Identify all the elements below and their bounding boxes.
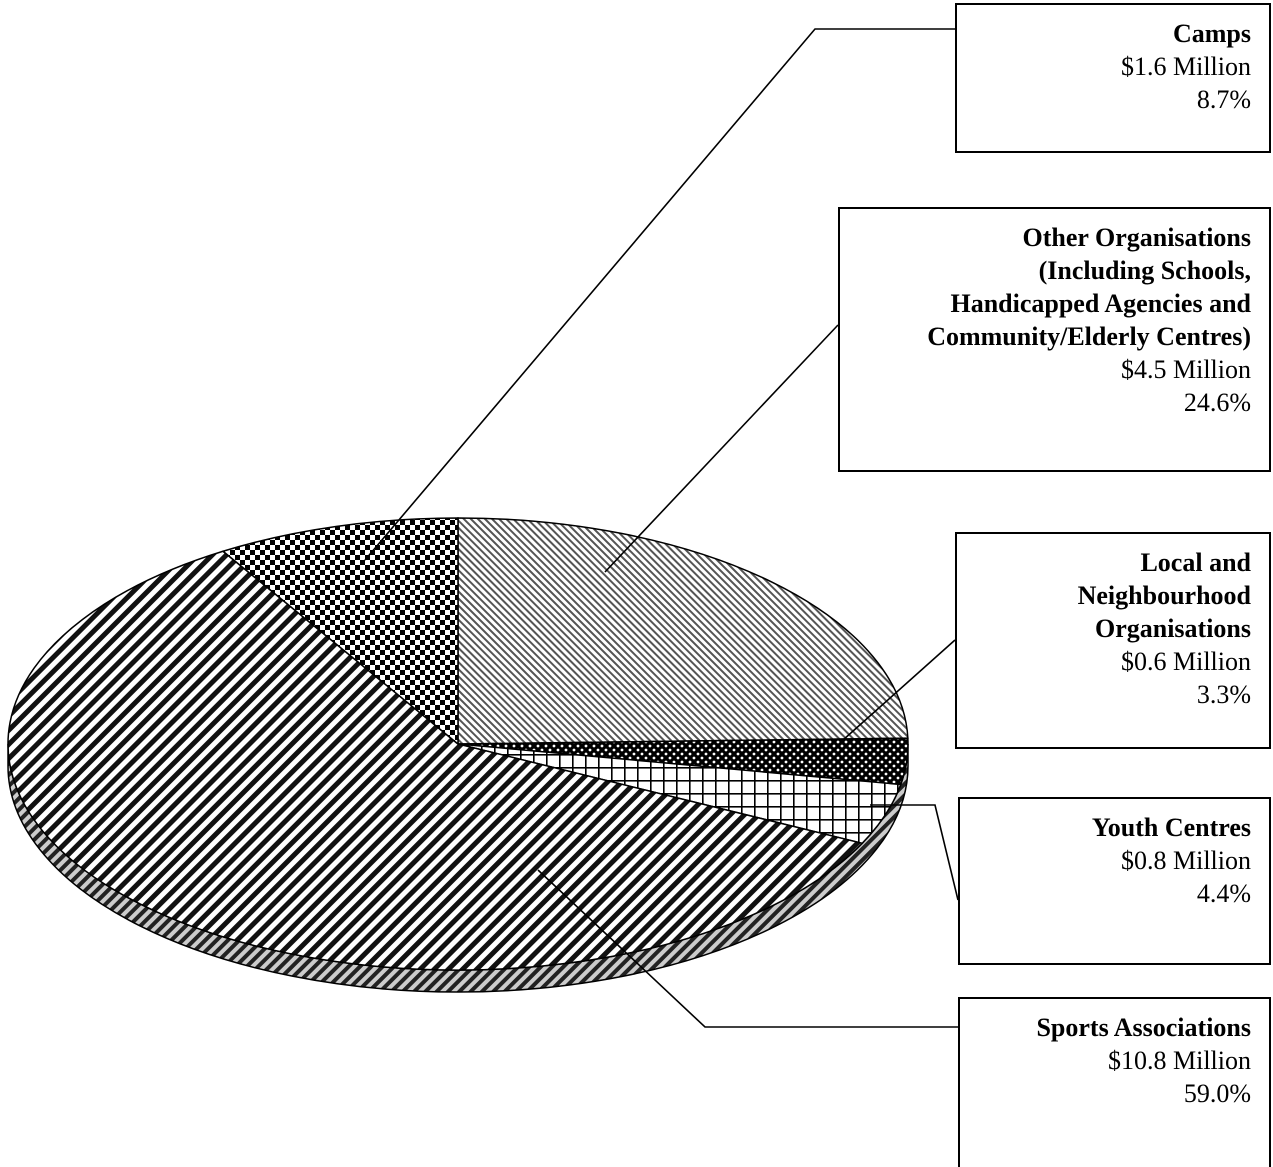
label-other-name-line-3: Handicapped Agencies and <box>950 289 1251 318</box>
label-other-amount: $4.5 Million <box>1120 355 1251 384</box>
label-local-amount: $0.6 Million <box>1120 647 1251 676</box>
leader-line-local <box>842 639 956 741</box>
label-camps-amount: $1.6 Million <box>1120 52 1251 81</box>
label-other-name-line-4: Community/Elderly Centres) <box>927 322 1251 351</box>
label-other-name-line-2: (Including Schools, <box>1038 256 1251 285</box>
leader-line-camps <box>364 28 955 561</box>
label-camps-percent: 8.7% <box>1196 85 1251 114</box>
label-local-name-line-2: Neighbourhood <box>1077 581 1251 610</box>
leader-line-sports <box>537 869 958 1028</box>
pie-slices <box>7 517 909 971</box>
label-youth-percent: 4.4% <box>1196 879 1251 908</box>
pie-slice-sports <box>7 550 864 971</box>
label-sports-associations: Sports Associations $10.8 Million 59.0% <box>958 997 1271 1167</box>
label-local-percent: 3.3% <box>1196 680 1251 709</box>
label-youth-centres: Youth Centres $0.8 Million 4.4% <box>958 797 1271 965</box>
label-other-name-line-1: Other Organisations <box>1022 223 1251 252</box>
label-youth-amount: $0.8 Million <box>1120 846 1251 875</box>
label-sports-name: Sports Associations <box>1036 1013 1251 1042</box>
leader-line-other <box>604 324 839 573</box>
pie-slice-other <box>457 517 909 745</box>
label-youth-name: Youth Centres <box>1091 813 1251 842</box>
label-local-name-line-1: Local and <box>1140 548 1251 577</box>
label-sports-percent: 59.0% <box>1183 1079 1251 1108</box>
label-camps: Camps $1.6 Million 8.7% <box>955 3 1271 153</box>
label-sports-amount: $10.8 Million <box>1107 1046 1251 1075</box>
leader-line-youth <box>870 804 959 901</box>
pie-slice-camps <box>221 517 459 746</box>
label-other-percent: 24.6% <box>1183 388 1251 417</box>
leader-lines <box>364 28 959 1028</box>
label-local-name-line-3: Organisations <box>1094 614 1251 643</box>
label-camps-name: Camps <box>1172 19 1251 48</box>
label-other-organisations: Other Organisations (Including Schools, … <box>838 207 1271 472</box>
label-local-neighbourhood: Local and Neighbourhood Organisations $0… <box>955 532 1271 749</box>
